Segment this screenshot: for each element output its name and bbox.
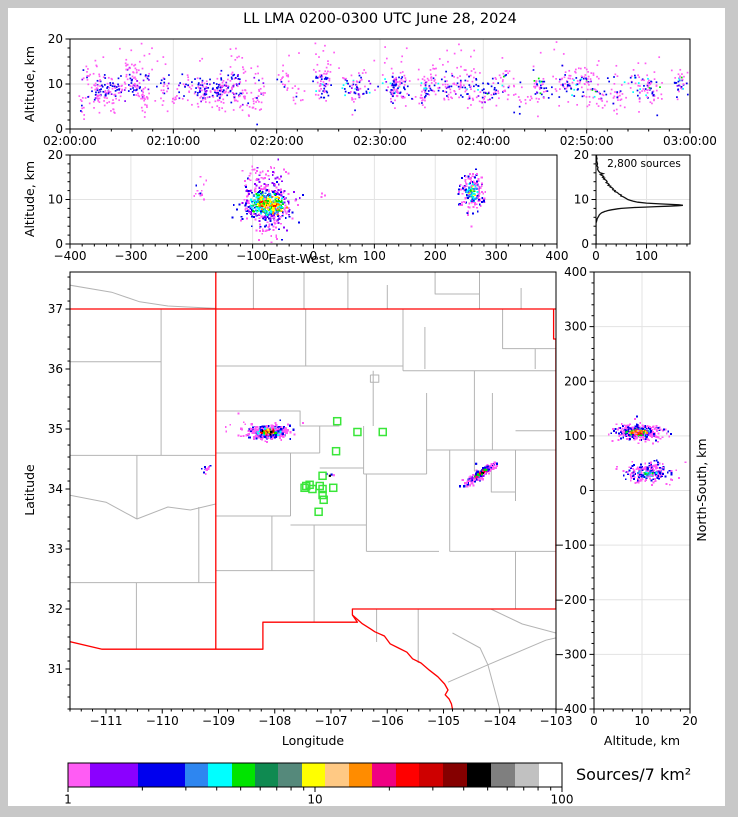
svg-text:400: 400 bbox=[564, 265, 587, 279]
time-height-panel: 02:00:00 02:10:00 02:20:00 02:30:00 02:40:00… bbox=[43, 32, 717, 148]
svg-text:33: 33 bbox=[48, 542, 63, 556]
nsheight-ylabel: North-South, km bbox=[694, 438, 709, 542]
svg-text:−103: −103 bbox=[540, 714, 573, 728]
svg-text:−109: −109 bbox=[202, 714, 235, 728]
svg-text:0: 0 bbox=[581, 237, 589, 251]
svg-text:−300: −300 bbox=[554, 647, 587, 661]
svg-text:300: 300 bbox=[564, 320, 587, 334]
svg-text:34: 34 bbox=[48, 482, 63, 496]
altitude-histogram-panel: 0 100 0 10 20 bbox=[574, 148, 691, 263]
plot-title: LL LMA 0200-0300 UTC June 28, 2024 bbox=[243, 11, 517, 27]
svg-text:0: 0 bbox=[310, 249, 318, 263]
svg-text:100: 100 bbox=[635, 249, 658, 263]
svg-text:−200: −200 bbox=[175, 249, 208, 263]
svg-text:32: 32 bbox=[48, 602, 63, 616]
svg-text:0: 0 bbox=[579, 484, 587, 498]
svg-text:10: 10 bbox=[48, 193, 63, 207]
svg-text:−200: −200 bbox=[554, 593, 587, 607]
colorbar-label: Sources/7 km² bbox=[576, 765, 692, 784]
svg-text:0: 0 bbox=[590, 714, 598, 728]
svg-text:100: 100 bbox=[363, 249, 386, 263]
svg-text:20: 20 bbox=[574, 148, 589, 162]
svg-text:03:00:00: 03:00:00 bbox=[663, 134, 717, 148]
svg-text:−400: −400 bbox=[554, 702, 587, 716]
svg-text:02:20:00: 02:20:00 bbox=[250, 134, 304, 148]
lma-station-marker bbox=[319, 495, 328, 505]
time-height-scatter bbox=[78, 41, 690, 126]
map-xlabel: Longitude bbox=[281, 733, 345, 748]
svg-text:−100: −100 bbox=[554, 538, 587, 552]
svg-text:−105: −105 bbox=[427, 714, 460, 728]
lma-station-marker bbox=[353, 427, 362, 437]
svg-text:−300: −300 bbox=[114, 249, 147, 263]
ew-altitude-panel: −400 −300 −200 −100 0 100 200 300 400 0 10 20 bbox=[48, 148, 569, 263]
svg-text:−107: −107 bbox=[315, 714, 348, 728]
svg-text:400: 400 bbox=[546, 249, 569, 263]
svg-text:10: 10 bbox=[48, 77, 63, 91]
svg-text:36: 36 bbox=[48, 362, 63, 376]
svg-text:10: 10 bbox=[307, 793, 322, 807]
svg-text:35: 35 bbox=[48, 422, 63, 436]
ew-ylabel: Altitude, km bbox=[22, 160, 37, 238]
lma-station-marker bbox=[332, 416, 342, 426]
svg-text:−400: −400 bbox=[54, 249, 87, 263]
svg-text:02:50:00: 02:50:00 bbox=[560, 134, 614, 148]
svg-text:20: 20 bbox=[48, 32, 63, 46]
svg-text:0: 0 bbox=[592, 249, 600, 263]
svg-text:02:30:00: 02:30:00 bbox=[353, 134, 407, 148]
svg-text:300: 300 bbox=[485, 249, 508, 263]
lma-station-marker bbox=[318, 490, 327, 500]
svg-text:−108: −108 bbox=[258, 714, 291, 728]
histogram-annotation: 2,800 sources bbox=[607, 158, 681, 170]
svg-text:200: 200 bbox=[564, 374, 587, 388]
lma-station-marker bbox=[314, 507, 323, 517]
colorbar: 1 10 100 bbox=[64, 762, 574, 807]
ew-altitude-scatter bbox=[193, 158, 487, 244]
ns-altitude-panel: 0 10 20 −400 −300 −200 −100 0 100 200 300 400 bbox=[554, 265, 698, 728]
svg-text:02:10:00: 02:10:00 bbox=[146, 134, 200, 148]
ew-xlabel: East-West, km bbox=[268, 251, 358, 266]
svg-text:0: 0 bbox=[55, 237, 63, 251]
altitude-histogram-curve bbox=[596, 155, 683, 244]
svg-text:0: 0 bbox=[55, 122, 63, 136]
nsheight-xlabel: Altitude, km bbox=[603, 733, 681, 748]
lma-station-marker bbox=[331, 446, 341, 456]
svg-text:−100: −100 bbox=[236, 249, 269, 263]
svg-text:200: 200 bbox=[424, 249, 447, 263]
svg-text:20: 20 bbox=[682, 714, 697, 728]
lma-station-marker bbox=[318, 471, 327, 481]
svg-text:10: 10 bbox=[574, 193, 589, 207]
svg-text:31: 31 bbox=[48, 662, 63, 676]
svg-text:−111: −111 bbox=[90, 714, 123, 728]
timeheight-ylabel: Altitude, km bbox=[22, 45, 37, 123]
map-ylabel: Latitude bbox=[22, 464, 37, 516]
svg-text:20: 20 bbox=[48, 148, 63, 162]
svg-text:100: 100 bbox=[551, 793, 574, 807]
ns-altitude-scatter bbox=[607, 415, 687, 486]
svg-text:37: 37 bbox=[48, 302, 63, 316]
svg-text:−104: −104 bbox=[483, 714, 516, 728]
plan-view-content bbox=[70, 272, 556, 709]
svg-text:02:40:00: 02:40:00 bbox=[456, 134, 510, 148]
svg-text:1: 1 bbox=[64, 793, 72, 807]
plan-view-map: −111 −110 −109 −108 −107 −106 −105 −104 −103 31 32… bbox=[48, 271, 573, 728]
svg-text:10: 10 bbox=[634, 714, 649, 728]
lma-station-marker bbox=[318, 484, 327, 494]
svg-text:02:00:00: 02:00:00 bbox=[43, 134, 97, 148]
lma-station-marker bbox=[378, 427, 387, 437]
svg-text:−106: −106 bbox=[371, 714, 404, 728]
lma-station-marker bbox=[300, 483, 309, 493]
lma-station-marker bbox=[329, 483, 338, 493]
svg-text:−110: −110 bbox=[146, 714, 179, 728]
svg-text:100: 100 bbox=[564, 429, 587, 443]
